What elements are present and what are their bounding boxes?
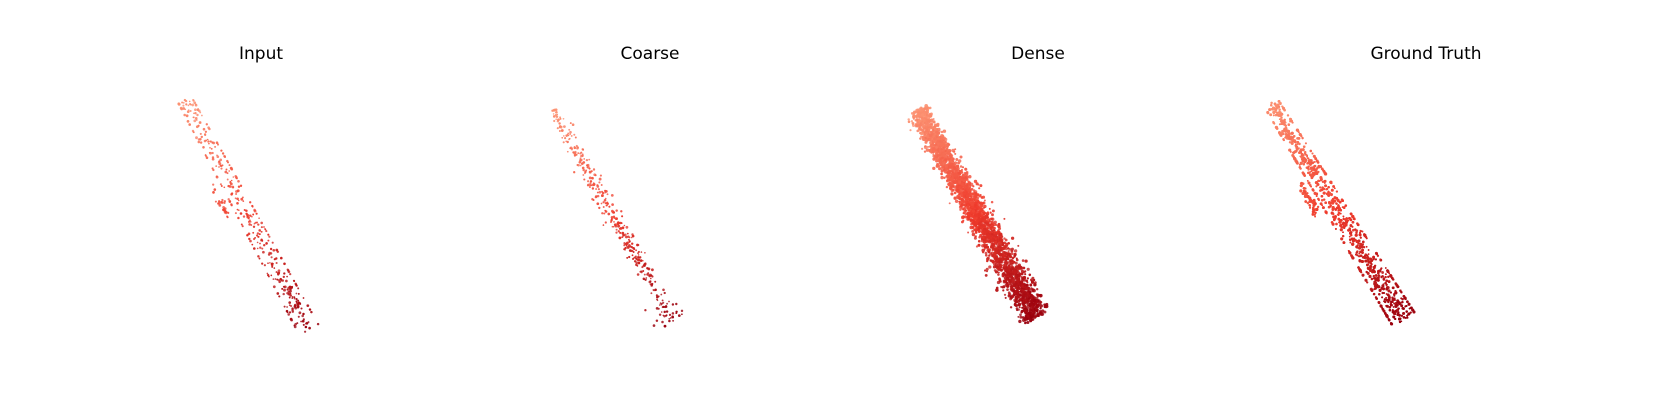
- point-cloud-coarse: [551, 108, 684, 328]
- panel-title-coarse: Coarse: [620, 44, 680, 64]
- panel-title-dense: Dense: [1011, 44, 1065, 64]
- point-cloud-dense: [907, 104, 1049, 325]
- panel-ground-truth: Ground Truth: [1246, 0, 1606, 419]
- panel-coarse: Coarse: [470, 0, 830, 419]
- panel-dense: Dense: [858, 0, 1218, 419]
- panel-input: Input: [81, 0, 441, 419]
- point-cloud-points: [1266, 100, 1416, 326]
- panel-title-ground-truth: Ground Truth: [1370, 44, 1482, 64]
- point-cloud-ground-truth: [1266, 100, 1416, 326]
- point-cloud-points: [907, 104, 1049, 325]
- point-cloud-points: [177, 98, 320, 333]
- panel-title-input: Input: [238, 44, 284, 64]
- point-cloud-points: [551, 108, 684, 328]
- point-cloud-input: [177, 98, 320, 333]
